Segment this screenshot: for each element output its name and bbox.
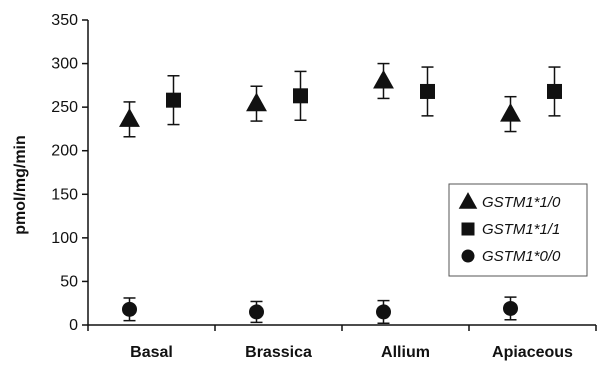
legend-label: GSTM1*1/0 xyxy=(482,194,561,211)
series-2 xyxy=(166,66,562,126)
legend-marker-triangle xyxy=(458,192,478,209)
data-point-triangle xyxy=(500,102,521,122)
series-1 xyxy=(119,62,521,138)
data-point-square xyxy=(166,92,181,108)
y-tick-label: 100 xyxy=(51,230,78,247)
legend-marker-square xyxy=(461,222,475,236)
x-tick-label: Apiaceous xyxy=(492,344,573,361)
y-tick-label: 0 xyxy=(69,317,78,334)
ticks-layer: 0 50 100 150 200 250 300 350 Basal Brassica Allium… xyxy=(51,12,597,361)
y-tick-label: 350 xyxy=(51,12,78,29)
legend-label: GSTM1*1/1 xyxy=(482,221,560,238)
y-tick-label: 50 xyxy=(60,273,78,290)
data-point-triangle xyxy=(246,92,267,112)
data-point-circle xyxy=(503,300,518,316)
x-tick-label: Allium xyxy=(381,344,430,361)
y-tick-label: 150 xyxy=(51,186,78,203)
axes-layer xyxy=(87,20,596,326)
legend-marker-circle xyxy=(461,249,475,263)
x-tick-label: Basal xyxy=(130,344,173,361)
y-tick-label: 250 xyxy=(51,99,78,116)
legend-items: GSTM1*1/0 GSTM1*1/1 GSTM1*0/0 xyxy=(458,192,561,265)
marks-layer xyxy=(119,62,562,325)
series-3 xyxy=(122,296,518,325)
legend-entry: GSTM1*1/1 xyxy=(461,221,560,238)
data-point-triangle xyxy=(119,108,140,127)
data-point-square xyxy=(420,83,435,99)
data-point-triangle xyxy=(373,69,394,89)
data-point-circle xyxy=(122,301,137,317)
legend-entry: GSTM1*1/0 xyxy=(458,192,561,211)
legend-entry: GSTM1*0/0 xyxy=(461,248,561,265)
y-axis-title: pmol/mg/min xyxy=(12,135,29,235)
data-point-square xyxy=(547,83,562,99)
x-tick-label: Brassica xyxy=(245,344,312,361)
data-point-square xyxy=(293,88,308,104)
legend: GSTM1*1/0 GSTM1*1/1 GSTM1*0/0 xyxy=(448,183,588,277)
legend-label: GSTM1*0/0 xyxy=(482,248,561,265)
y-tick-label: 300 xyxy=(51,56,78,73)
data-point-circle xyxy=(376,304,391,320)
y-tick-label: 200 xyxy=(51,143,78,160)
data-point-circle xyxy=(249,304,264,320)
